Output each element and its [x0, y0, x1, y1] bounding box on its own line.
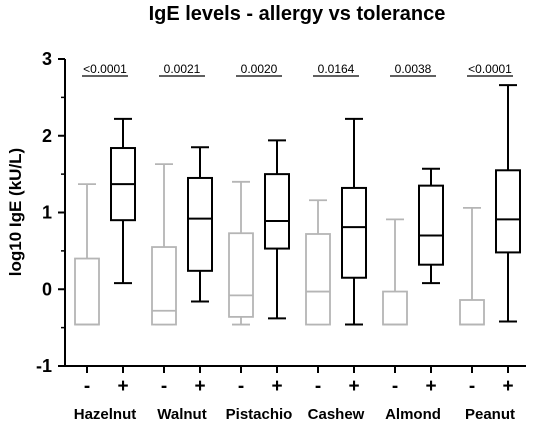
p-value-almond: 0.0038 — [395, 62, 432, 76]
y-axis-label: log10 IgE (kU/L) — [6, 148, 25, 276]
axes: -1 0 1 2 3 — [36, 49, 526, 376]
box-iqr — [305, 233, 331, 326]
x-sign-label: + — [502, 376, 513, 397]
x-sign-label: - — [161, 376, 167, 397]
box-iqr — [418, 184, 444, 266]
x-sign-label: + — [425, 376, 436, 397]
p-value-walnut: 0.0021 — [164, 62, 201, 76]
group-label-cashew: Cashew — [308, 406, 365, 423]
x-sign-label: - — [392, 376, 398, 397]
box-iqr — [187, 176, 213, 272]
group-label-pistachio: Pistachio — [226, 406, 293, 423]
box-hazelnut-tolerance — [74, 183, 100, 326]
box-almond-allergy — [418, 167, 444, 285]
box-cashew-allergy — [341, 117, 367, 326]
x-sign-label: - — [238, 376, 244, 397]
y-tick-label-1: 0 — [42, 279, 52, 299]
group-label-hazelnut: Hazelnut — [74, 406, 137, 423]
p-value-annotations: <0.0001 0.0021 0.0020 0.0164 0.0038 <0.0001 — [82, 62, 513, 77]
box-iqr — [74, 257, 100, 326]
group-label-peanut: Peanut — [465, 406, 515, 423]
box-iqr — [341, 186, 367, 279]
box-iqr — [264, 173, 290, 250]
x-sign-label: - — [469, 376, 475, 397]
x-sign-label: - — [315, 376, 321, 397]
box-peanut-allergy — [495, 84, 521, 323]
p-value-hazelnut: <0.0001 — [83, 62, 127, 76]
box-pistachio-tolerance — [228, 180, 254, 326]
box-hazelnut-allergy — [110, 117, 136, 285]
box-iqr — [382, 290, 408, 326]
box-pistachio-allergy — [264, 139, 290, 320]
x-sign-label: + — [194, 376, 205, 397]
x-labels: - + Hazelnut - + Walnut - + Pistachio - + Cashew - + A… — [74, 366, 515, 423]
y-tick-label-2: 1 — [42, 203, 52, 223]
p-value-pistachio: 0.0020 — [241, 62, 278, 76]
box-iqr — [459, 299, 485, 326]
chart-title: IgE levels - allergy vs tolerance — [149, 3, 446, 25]
box-almond-tolerance — [382, 218, 408, 326]
box-iqr — [151, 246, 177, 326]
box-walnut-tolerance — [151, 163, 177, 326]
box-cashew-tolerance — [305, 199, 331, 326]
box-walnut-allergy — [187, 146, 213, 303]
group-label-almond: Almond — [385, 406, 441, 423]
box-peanut-tolerance — [459, 206, 485, 326]
y-tick-label-4: 3 — [42, 49, 52, 69]
x-sign-label: + — [271, 376, 282, 397]
p-value-cashew: 0.0164 — [318, 62, 355, 76]
boxes — [74, 84, 521, 326]
y-tick-label-3: 2 — [42, 126, 52, 146]
y-tick-label-0: -1 — [36, 356, 52, 376]
box-iqr — [228, 232, 254, 318]
group-label-walnut: Walnut — [157, 406, 206, 423]
box-iqr — [495, 169, 521, 254]
p-value-peanut: <0.0001 — [468, 62, 512, 76]
x-sign-label: + — [117, 376, 128, 397]
x-sign-label: - — [84, 376, 90, 397]
x-sign-label: + — [348, 376, 359, 397]
